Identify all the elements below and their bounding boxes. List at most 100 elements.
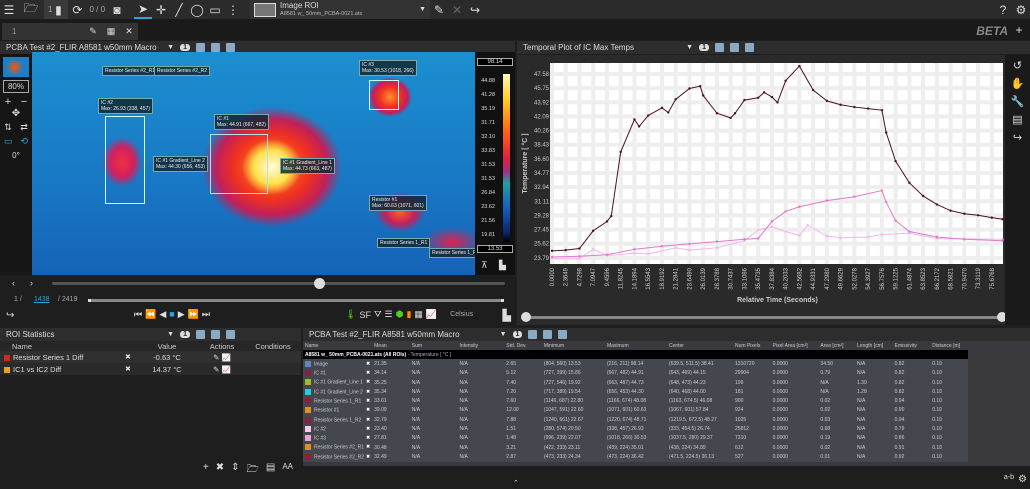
remove-icon[interactable]: ✖ xyxy=(125,354,131,361)
remove-icon[interactable]: ✖ xyxy=(365,425,371,432)
remove-icon[interactable]: ✖ xyxy=(365,435,371,442)
zoom-in-icon[interactable]: + xyxy=(4,96,12,108)
current-frame-link[interactable]: 1438 xyxy=(34,296,50,303)
remove-icon[interactable]: ✖ xyxy=(365,407,371,414)
roi-label-resistor-series-2-r2[interactable]: Resistor Series #2_R2 xyxy=(154,66,211,76)
roi-ic1[interactable] xyxy=(210,134,268,194)
remove-icon[interactable]: ✖ xyxy=(365,379,371,386)
table-row[interactable]: Resistor Series #2_R1 ✖ 30.48 N/A N/A 3.21 (42… xyxy=(303,443,968,452)
chart-icon[interactable]: 📈 xyxy=(221,352,231,362)
previous-icon[interactable]: ‹ xyxy=(12,278,15,288)
expand-panel-icon[interactable] xyxy=(558,330,568,339)
flip-horizontal-icon[interactable]: ⇄ xyxy=(20,122,28,132)
frame-count-button[interactable]: 1 ▮ xyxy=(44,0,69,19)
help-icon[interactable]: ? xyxy=(999,2,1007,17)
table-row[interactable]: Resistor #1 ✖ 39.09 N/A N/A 12.00 (1047, 591) … xyxy=(303,406,968,415)
position-slider[interactable] xyxy=(52,278,505,289)
table-row[interactable]: Resistor Series #2_R2 ✖ 32.49 N/A N/A 2.87 (47… xyxy=(303,452,968,461)
palette-adjust-icon[interactable]: ⊼ xyxy=(481,260,488,270)
table-row[interactable]: IC #1 Gradient_Line 2 ✖ 35.34 N/A N/A 7.20 (71… xyxy=(303,387,968,396)
palette-icon[interactable]: ▮ xyxy=(406,309,412,319)
roi-ic3[interactable] xyxy=(369,80,399,110)
roi-label-resistor-series-1-r1[interactable]: Resistor Series 1_R1 xyxy=(377,238,431,248)
rectangle-tool-icon[interactable]: ▭ xyxy=(209,2,221,17)
fit-icon[interactable]: ✥ xyxy=(11,108,21,119)
remove-icon[interactable]: ✖ xyxy=(365,360,371,367)
roi-label-resistor-series-2-r1[interactable]: Resistor Series #2_R1 xyxy=(102,66,159,76)
open-icon[interactable]: 🗁 xyxy=(246,464,259,475)
close-panel-icon[interactable] xyxy=(196,330,205,339)
zoom-level[interactable]: 80% xyxy=(3,80,29,93)
column-header[interactable]: Pixel Area [cm²] xyxy=(772,342,808,349)
column-header[interactable]: Length [cm] xyxy=(857,342,884,349)
color-swatch[interactable] xyxy=(305,370,311,377)
settings-icon[interactable]: ⚙ xyxy=(1015,2,1027,17)
rewind-icon[interactable]: ⏪ xyxy=(145,309,157,319)
remove-icon[interactable]: ✖ xyxy=(365,416,371,423)
sf-button[interactable]: SF xyxy=(359,309,371,320)
remove-icon[interactable]: ✖ xyxy=(365,444,371,451)
next-icon[interactable]: › xyxy=(30,278,33,288)
thumbnail[interactable] xyxy=(3,57,29,77)
open-folder-icon[interactable]: 🗁 xyxy=(23,1,39,15)
column-header[interactable]: Mean xyxy=(374,342,387,349)
color-swatch[interactable] xyxy=(305,435,311,442)
roi-stat-row[interactable]: Resistor Series 1 Diff ✖ -0.63 °C ✎ 📈 xyxy=(0,351,301,363)
color-swatch[interactable] xyxy=(305,407,311,414)
roi-label-ic1-gradient-line-2[interactable]: IC #1 Gradient_Line 2 Max: 44.30 (656, 45… xyxy=(153,156,208,172)
grid-icon[interactable]: ▦ xyxy=(106,26,116,36)
expand-up-icon[interactable]: ⌃ xyxy=(513,480,519,487)
ellipse-tool-icon[interactable]: ◯ xyxy=(190,2,204,17)
close-icon[interactable]: ✕ xyxy=(452,2,463,17)
ab-toggle[interactable]: a-b xyxy=(1003,474,1014,481)
chart-icon[interactable]: 📈 xyxy=(425,309,438,319)
sort-icon[interactable]: ⇕ xyxy=(231,462,240,473)
table-row[interactable]: IC #1 Gradient_Line 1 ✖ 35.25 N/A N/A 7.40 (72… xyxy=(303,378,968,387)
remove-icon[interactable]: ✖ xyxy=(365,370,371,377)
chevron-down-icon[interactable]: ▼ xyxy=(167,331,175,338)
chevron-down-icon[interactable]: ▼ xyxy=(686,44,694,51)
layout-icon[interactable]: ▭ xyxy=(3,136,13,146)
slider-thumb[interactable] xyxy=(314,278,326,289)
edit-panel-icon[interactable] xyxy=(211,43,220,52)
column-header[interactable]: Std. Dev. xyxy=(506,342,527,349)
column-header[interactable]: Maximum xyxy=(606,342,629,349)
table-row[interactable]: Resistor Series 1_R2 ✖ 32.79 N/A N/A 7.88 (124… xyxy=(303,415,968,424)
play-icon[interactable]: ▶ xyxy=(177,309,185,319)
table-row[interactable]: IC #3 ✖ 27.81 N/A N/A 1.48 (996, 239) 22.07 (10… xyxy=(303,434,968,443)
temporal-chart[interactable]: 0.0000 2.3649 4.7298 7.0947 9.4596 11.8245 14.… xyxy=(517,55,1005,325)
chevron-down-icon[interactable]: ▼ xyxy=(419,6,427,13)
table-row[interactable]: IC #2 ✖ 23.40 N/A N/A 1.51 (280, 574) 20.50 (33… xyxy=(303,424,968,433)
play-reverse-icon[interactable]: ◀ xyxy=(159,309,167,319)
color-swatch[interactable] xyxy=(305,360,311,367)
share-icon[interactable]: ↪ xyxy=(6,310,15,321)
color-swatch[interactable] xyxy=(305,397,311,404)
column-header[interactable]: Name xyxy=(305,342,319,349)
share-icon[interactable]: ↪ xyxy=(470,2,481,17)
chart-icon[interactable]: 📈 xyxy=(221,364,231,374)
roi-label-ic2[interactable]: IC #2 Max: 26.93 (338, 457) xyxy=(98,98,153,114)
menu-icon[interactable]: ☰ xyxy=(3,2,15,17)
camera-icon[interactable]: ◙ xyxy=(113,2,121,17)
thermal-image[interactable]: Resistor Series #2_R1 Resistor Series #2_… xyxy=(32,52,475,275)
remove-icon[interactable]: ✖ xyxy=(125,366,131,373)
column-header[interactable]: Intensity xyxy=(459,342,479,349)
roi-label-ic3[interactable]: IC #3 Max: 30.53 (1018, 266) xyxy=(359,60,417,76)
roi-label-resistor-series-1-r2[interactable]: Resistor Series 1_R2 xyxy=(429,248,475,258)
sliders-icon[interactable]: ☰ xyxy=(384,309,393,319)
edit-panel-icon[interactable] xyxy=(211,330,220,339)
column-header[interactable]: Emissivity xyxy=(894,342,917,349)
colorbar-max[interactable]: 98.14 xyxy=(477,58,513,66)
color-swatch[interactable] xyxy=(4,366,10,373)
roi-stat-row[interactable]: IC1 vs IC2 Diff ✖ 14.37 °C ✎ 📈 xyxy=(0,363,301,375)
chevron-down-icon[interactable]: ▼ xyxy=(167,44,175,51)
pointer-tool-icon[interactable]: ➤ xyxy=(134,1,153,19)
sync-icon[interactable]: ⟲ xyxy=(20,136,29,146)
column-header[interactable]: Minimum xyxy=(543,342,565,349)
roi-selector[interactable]: Image ROI A8581 w_ 50mm_PCBA-0021.ats ▼ xyxy=(250,0,431,19)
roi-label-resistor-1[interactable]: Resistor #1 Max: 60.63 (1071, 601) xyxy=(369,195,427,211)
palette-lock-icon[interactable]: ▙ xyxy=(499,260,506,270)
font-size-icon[interactable]: AA xyxy=(282,462,293,471)
table-row[interactable]: Resistor Series 1_R1 ✖ 33.61 N/A N/A 7.60 (114… xyxy=(303,396,968,405)
range-start-handle[interactable] xyxy=(521,312,531,322)
